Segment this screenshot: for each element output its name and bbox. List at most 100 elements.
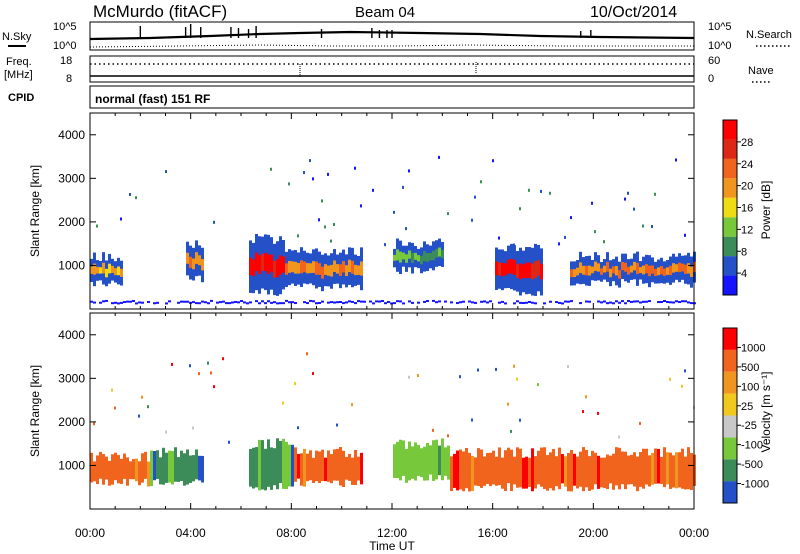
power-cell [672,253,675,264]
velocity-cell [96,455,99,485]
power-cell [675,264,678,273]
velocity-cell [609,455,612,484]
power-cell [210,299,213,302]
freq-tick-bottom: 8 [66,73,72,85]
power-cell [663,275,666,284]
velocity-cell [348,453,351,481]
power-cell [513,275,516,291]
power-cell [408,258,411,268]
velocity-cell [564,456,567,487]
power-cell [360,261,363,277]
power-cell [549,300,552,303]
power-cell [405,262,408,272]
power-cell [540,189,542,193]
power-cell [669,301,672,304]
velocity-cell [582,447,585,492]
power-cell [513,260,516,276]
power-cell [297,273,300,285]
velocity-cell [537,383,539,387]
power-cell [285,299,288,302]
power-cell [660,274,663,284]
power-cell [513,243,515,247]
power-cell [570,277,573,286]
power-cell [603,259,606,267]
velocity-cell [573,453,576,486]
power-cell [282,239,285,257]
power-cell [99,267,102,275]
power-cell [615,266,618,276]
power-cell [195,240,198,253]
power-cell [468,300,471,303]
velocity-cell [510,449,513,492]
power-cell [498,262,501,276]
velocity-cell [483,456,486,486]
velocity-cell [111,454,114,485]
velocity-cell [93,461,96,482]
power-cell [603,240,605,244]
power-cell [306,263,309,274]
power-cell [657,267,660,276]
velocity-cell [189,455,192,483]
power-cell [495,261,498,276]
velocity-cell [492,450,495,485]
power-cell [249,301,252,304]
power-cell [96,266,99,275]
power-cell [357,274,360,285]
power-cell [444,300,447,303]
power-cell [627,300,630,303]
velocity-cell [273,448,276,486]
nsky-label: N.Sky [2,31,32,43]
power-cell [516,300,519,303]
power-cell [657,259,660,268]
velocity-cell [336,448,339,481]
velocity-cell [498,447,501,486]
power-cell [102,300,105,303]
velocity-cell [321,449,324,482]
power-cell [684,300,687,303]
velocity-cell [276,438,279,490]
velocity-cell [177,457,180,482]
power-cell [423,251,426,262]
power-cell [354,264,357,276]
power-cell [543,302,546,305]
velocity-cell [411,446,414,479]
power-cell [513,245,516,261]
power-cell [339,252,342,265]
power-cell [675,271,678,280]
velocity-cell [186,449,189,485]
power-cell [303,261,306,273]
power-cell [312,272,315,286]
power-cell [534,278,537,296]
velocity-cell [345,457,348,480]
power-cell [621,261,624,271]
power-cell [636,262,639,275]
power-cell [588,265,591,277]
power-cell [192,269,195,281]
power-cell [204,301,207,304]
power-cell [345,265,348,277]
cpid-panel: CPID normal (fast) 151 RF [8,85,695,109]
power-cell [96,260,99,268]
power-cell [558,301,561,304]
velocity-cell [174,447,177,482]
velocity-cell [435,439,438,480]
colorbar-tick-label: -100 [741,440,763,452]
power-cell [438,247,441,258]
velocity-cell [327,450,330,482]
colorbar-tick-label: 12 [741,224,753,236]
velocity-cell [291,444,294,487]
power-cell [102,252,105,264]
power-plot-area [90,155,696,305]
power-cell [375,300,378,303]
velocity-cell [507,447,510,484]
velocity-cell [447,434,449,438]
velocity-cell [588,456,591,491]
power-cell [537,260,540,277]
power-cell [588,275,591,286]
colorbar-segment [723,178,737,198]
power-cell [192,258,195,270]
freq-label-1: Freq. [6,56,32,68]
power-cell [624,253,627,264]
power-cell [645,273,648,284]
velocity-cell [621,451,624,485]
